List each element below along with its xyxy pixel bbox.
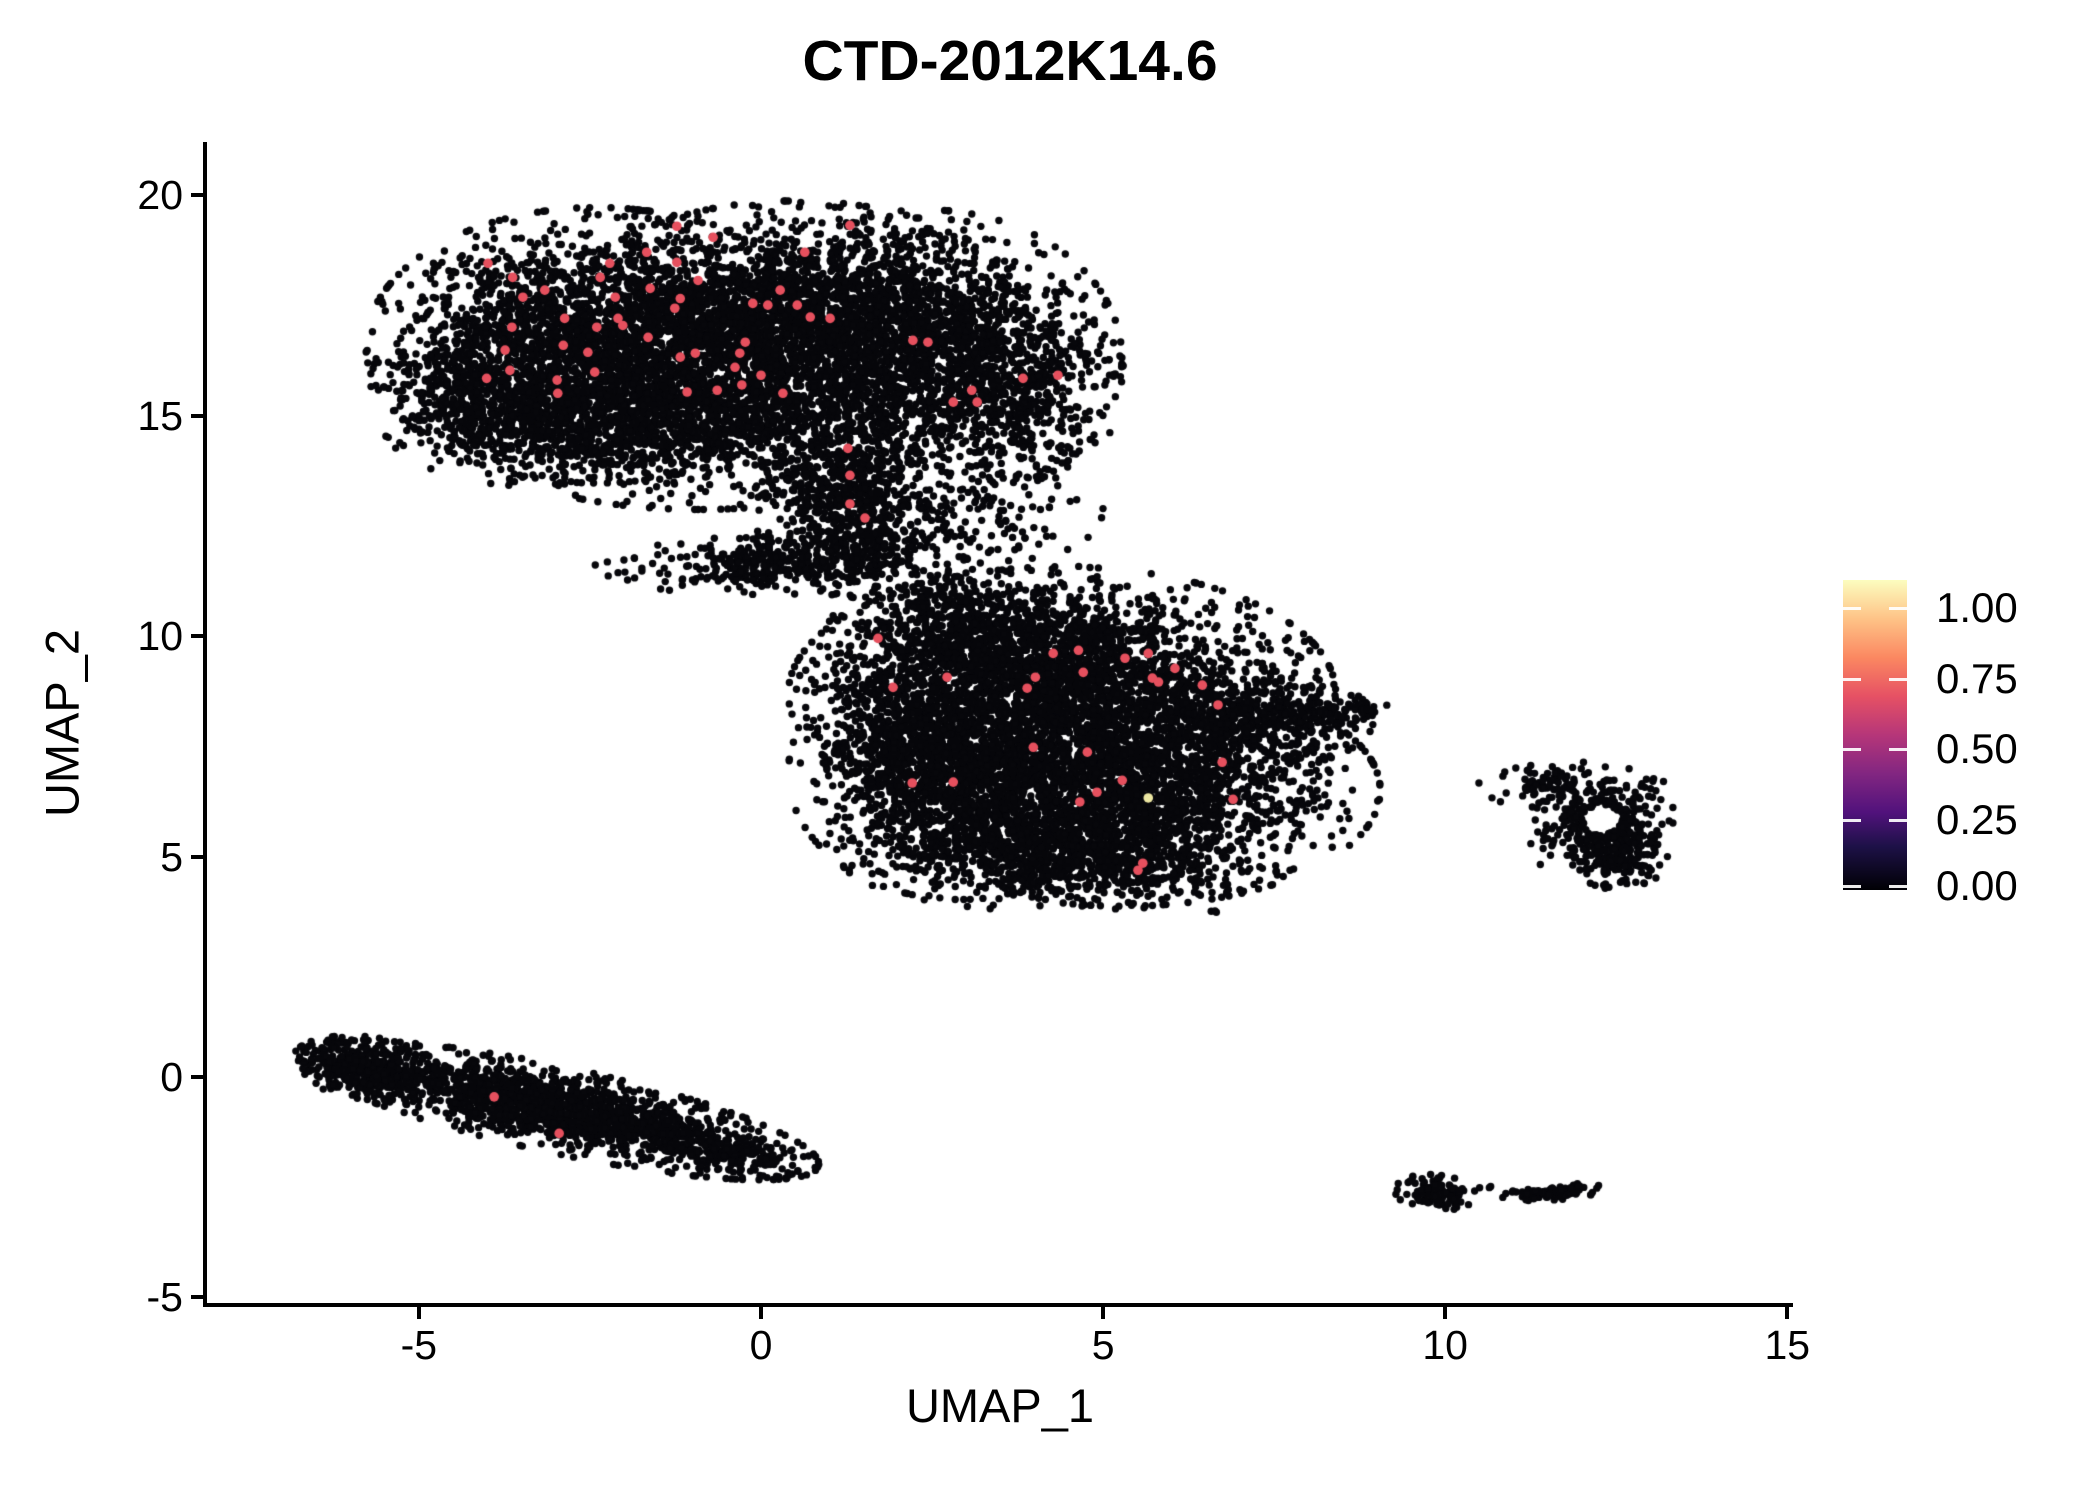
y-tick-label: 20 [137, 172, 183, 219]
legend-tick-mark [1843, 607, 1861, 610]
y-axis-line [203, 142, 207, 1307]
legend-tick-mark [1843, 818, 1861, 822]
legend-tick-mark [1843, 885, 1861, 888]
x-tick-label: 0 [749, 1322, 773, 1368]
x-axis-line [203, 1303, 1793, 1307]
x-tick-label: -5 [400, 1322, 438, 1368]
x-tick-label: 10 [1422, 1322, 1468, 1368]
legend-tick-mark [1889, 748, 1907, 751]
legend-tick-mark [1889, 818, 1907, 822]
x-tick-mark [1443, 1307, 1448, 1319]
legend-tick-mark [1843, 748, 1861, 751]
legend-break-label: 0.75 [1936, 654, 2018, 702]
y-tick-label: 0 [160, 1054, 183, 1100]
legend-break-label: 0.50 [1936, 725, 2018, 772]
x-tick-mark [416, 1307, 421, 1319]
y-tick-mark [191, 854, 203, 859]
legend-tick-mark [1843, 677, 1861, 681]
x-tick-mark [1101, 1307, 1106, 1319]
y-tick-label: -5 [146, 1274, 183, 1321]
x-tick-mark [1785, 1307, 1790, 1319]
y-tick-mark [191, 1075, 203, 1079]
y-axis-title: UMAP_2 [35, 628, 89, 818]
y-tick-mark [191, 1295, 203, 1300]
y-tick-label: 5 [160, 833, 183, 880]
legend-tick-mark [1889, 885, 1907, 888]
x-tick-label: 5 [1091, 1322, 1115, 1368]
legend-break-label: 0.00 [1936, 862, 2018, 909]
y-tick-mark [191, 634, 203, 639]
legend-tick-mark [1889, 607, 1907, 610]
y-tick-mark [191, 413, 203, 418]
x-tick-label: 15 [1764, 1322, 1811, 1368]
y-tick-label: 10 [137, 613, 183, 660]
x-tick-mark [759, 1307, 763, 1319]
y-tick-label: 15 [137, 392, 183, 439]
legend-break-label: 0.25 [1936, 795, 2018, 843]
legend-tick-mark [1889, 677, 1907, 681]
y-tick-mark [191, 193, 203, 198]
x-axis-title: UMAP_1 [905, 1379, 1095, 1432]
legend-break-label: 1.00 [1936, 584, 2018, 631]
legend-colorbar [1843, 580, 1907, 890]
